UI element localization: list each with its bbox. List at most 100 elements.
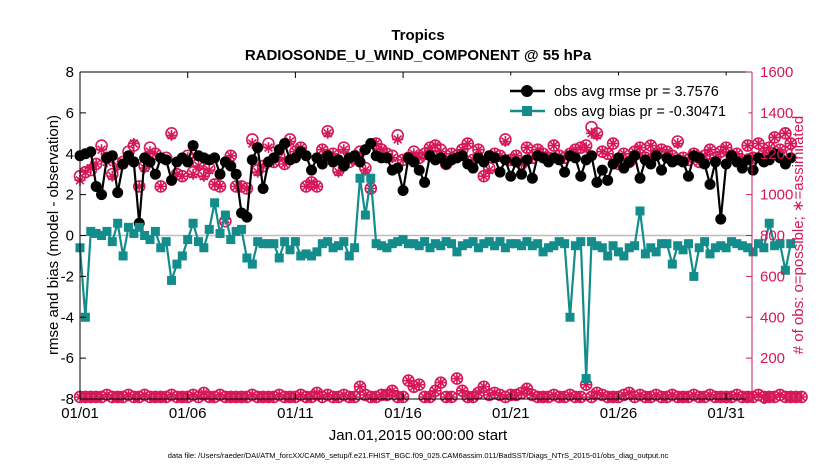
obs-assimilated-point: [602, 148, 614, 160]
obs-assimilated-point: [101, 389, 113, 401]
bias-point: [570, 241, 580, 251]
obs-assimilated-point: [96, 391, 107, 403]
obs-assimilated-point: [521, 142, 533, 154]
obs-assimilated-point: [650, 389, 662, 401]
obs-assimilated-point: [408, 381, 420, 393]
bias-point: [683, 239, 693, 249]
rmse-point: [494, 166, 506, 178]
y-axis-label: rmse and bias (model - observation): [45, 115, 62, 355]
y-tick-label: -6: [61, 350, 74, 367]
obs-assimilated-point: [263, 142, 274, 154]
obs-assimilated-point: [699, 150, 711, 162]
bias-point: [344, 251, 354, 261]
legend-bias-marker: [522, 106, 532, 116]
obs-assimilated-point: [316, 391, 328, 403]
obs-assimilated-point: [187, 389, 199, 401]
y2-tick-label: 400: [760, 309, 785, 326]
obs-assimilated-point: [123, 389, 134, 401]
obs-assimilated-point: [257, 160, 269, 172]
rmse-point: [467, 162, 479, 174]
series-obs-avg-rmse: [74, 138, 797, 229]
obs-assimilated-point: [198, 170, 210, 182]
obs-assimilated-point: [526, 152, 538, 164]
chart-legend: obs avg rmse pr = 3.7576 obs avg bias pr…: [507, 75, 749, 121]
rmse-point: [521, 154, 533, 166]
obs-assimilated-point: [166, 129, 177, 141]
rmse-point: [397, 185, 409, 197]
rmse-point: [182, 156, 194, 168]
x-axis-label: Jan.01,2015 00:00:00 start: [329, 427, 508, 444]
y-tick-label: 0: [66, 228, 74, 245]
rmse-point: [699, 158, 711, 170]
obs-assimilated-point: [699, 391, 711, 403]
obs-assimilated-point: [284, 136, 296, 147]
bias-point: [177, 251, 187, 261]
rmse-point: [612, 152, 624, 164]
obs-assimilated-point: [133, 180, 145, 192]
obs-assimilated-point: [753, 389, 764, 401]
bias-point: [387, 239, 397, 249]
bias-point: [522, 237, 532, 247]
obs-assimilated-point: [629, 391, 641, 403]
bias-point: [468, 237, 478, 247]
obs-assimilated-point: [645, 391, 657, 403]
y2-tick-label: 1600: [760, 64, 793, 81]
rmse-point: [559, 166, 571, 178]
bias-point: [673, 241, 683, 251]
obs-assimilated-point: [580, 142, 592, 154]
obs-assimilated-point: [236, 180, 247, 192]
bias-point: [500, 243, 510, 253]
obs-assimilated-point: [306, 391, 317, 403]
obs-assimilated-point: [661, 146, 673, 158]
bias-point: [484, 237, 494, 247]
bias-point: [199, 243, 209, 253]
obs-assimilated-point: [510, 389, 522, 401]
obs-assimilated-point: [753, 138, 764, 149]
obs-assimilated-point: [300, 180, 312, 192]
bias-point: [748, 247, 758, 257]
rmse-point: [596, 164, 608, 176]
obs-assimilated-point: [295, 389, 307, 401]
obs-assimilated-point: [489, 387, 501, 399]
rmse-point: [117, 158, 129, 170]
x-tick-label: 01/21: [492, 405, 530, 422]
obs-assimilated-point: [661, 391, 673, 403]
obs-assimilated-point: [166, 389, 177, 401]
obs-assimilated-point: [688, 389, 700, 401]
obs-assimilated-point: [149, 148, 161, 160]
bias-point: [290, 237, 300, 247]
bias-point: [635, 206, 645, 216]
obs-assimilated-point: [559, 391, 571, 403]
bias-point: [721, 243, 731, 253]
y-tick-label: 6: [66, 105, 74, 122]
rmse-point: [505, 170, 517, 182]
obs-assimilated-point: [526, 389, 538, 401]
obs-assimilated-point: [758, 148, 770, 160]
obs-assimilated-point: [106, 170, 118, 182]
rmse-point: [306, 164, 318, 176]
obs-assimilated-point: [279, 158, 291, 170]
rmse-point: [365, 138, 377, 150]
obs-assimilated-point: [569, 144, 581, 156]
bias-point: [479, 239, 489, 249]
bias-point: [441, 237, 451, 247]
rmse-point: [645, 158, 657, 170]
bias-point: [377, 241, 387, 251]
obs-assimilated-point: [209, 178, 221, 190]
obs-assimilated-point: [543, 391, 554, 403]
x-tick-label: 01/31: [707, 405, 745, 422]
obs-assimilated-point: [214, 389, 226, 401]
obs-assimilated-point: [419, 148, 431, 160]
obs-assimilated-point: [769, 391, 781, 403]
bias-point: [727, 237, 737, 247]
obs-assimilated-point: [171, 168, 183, 180]
x-tick-label: 01/16: [384, 405, 422, 422]
rmse-point: [252, 142, 264, 154]
obs-assimilated-point: [338, 144, 350, 156]
rmse-point: [381, 152, 393, 164]
obs-assimilated-point: [209, 391, 221, 403]
obs-assimilated-point: [586, 391, 597, 403]
obs-assimilated-point: [483, 164, 495, 176]
bias-point: [603, 251, 613, 261]
